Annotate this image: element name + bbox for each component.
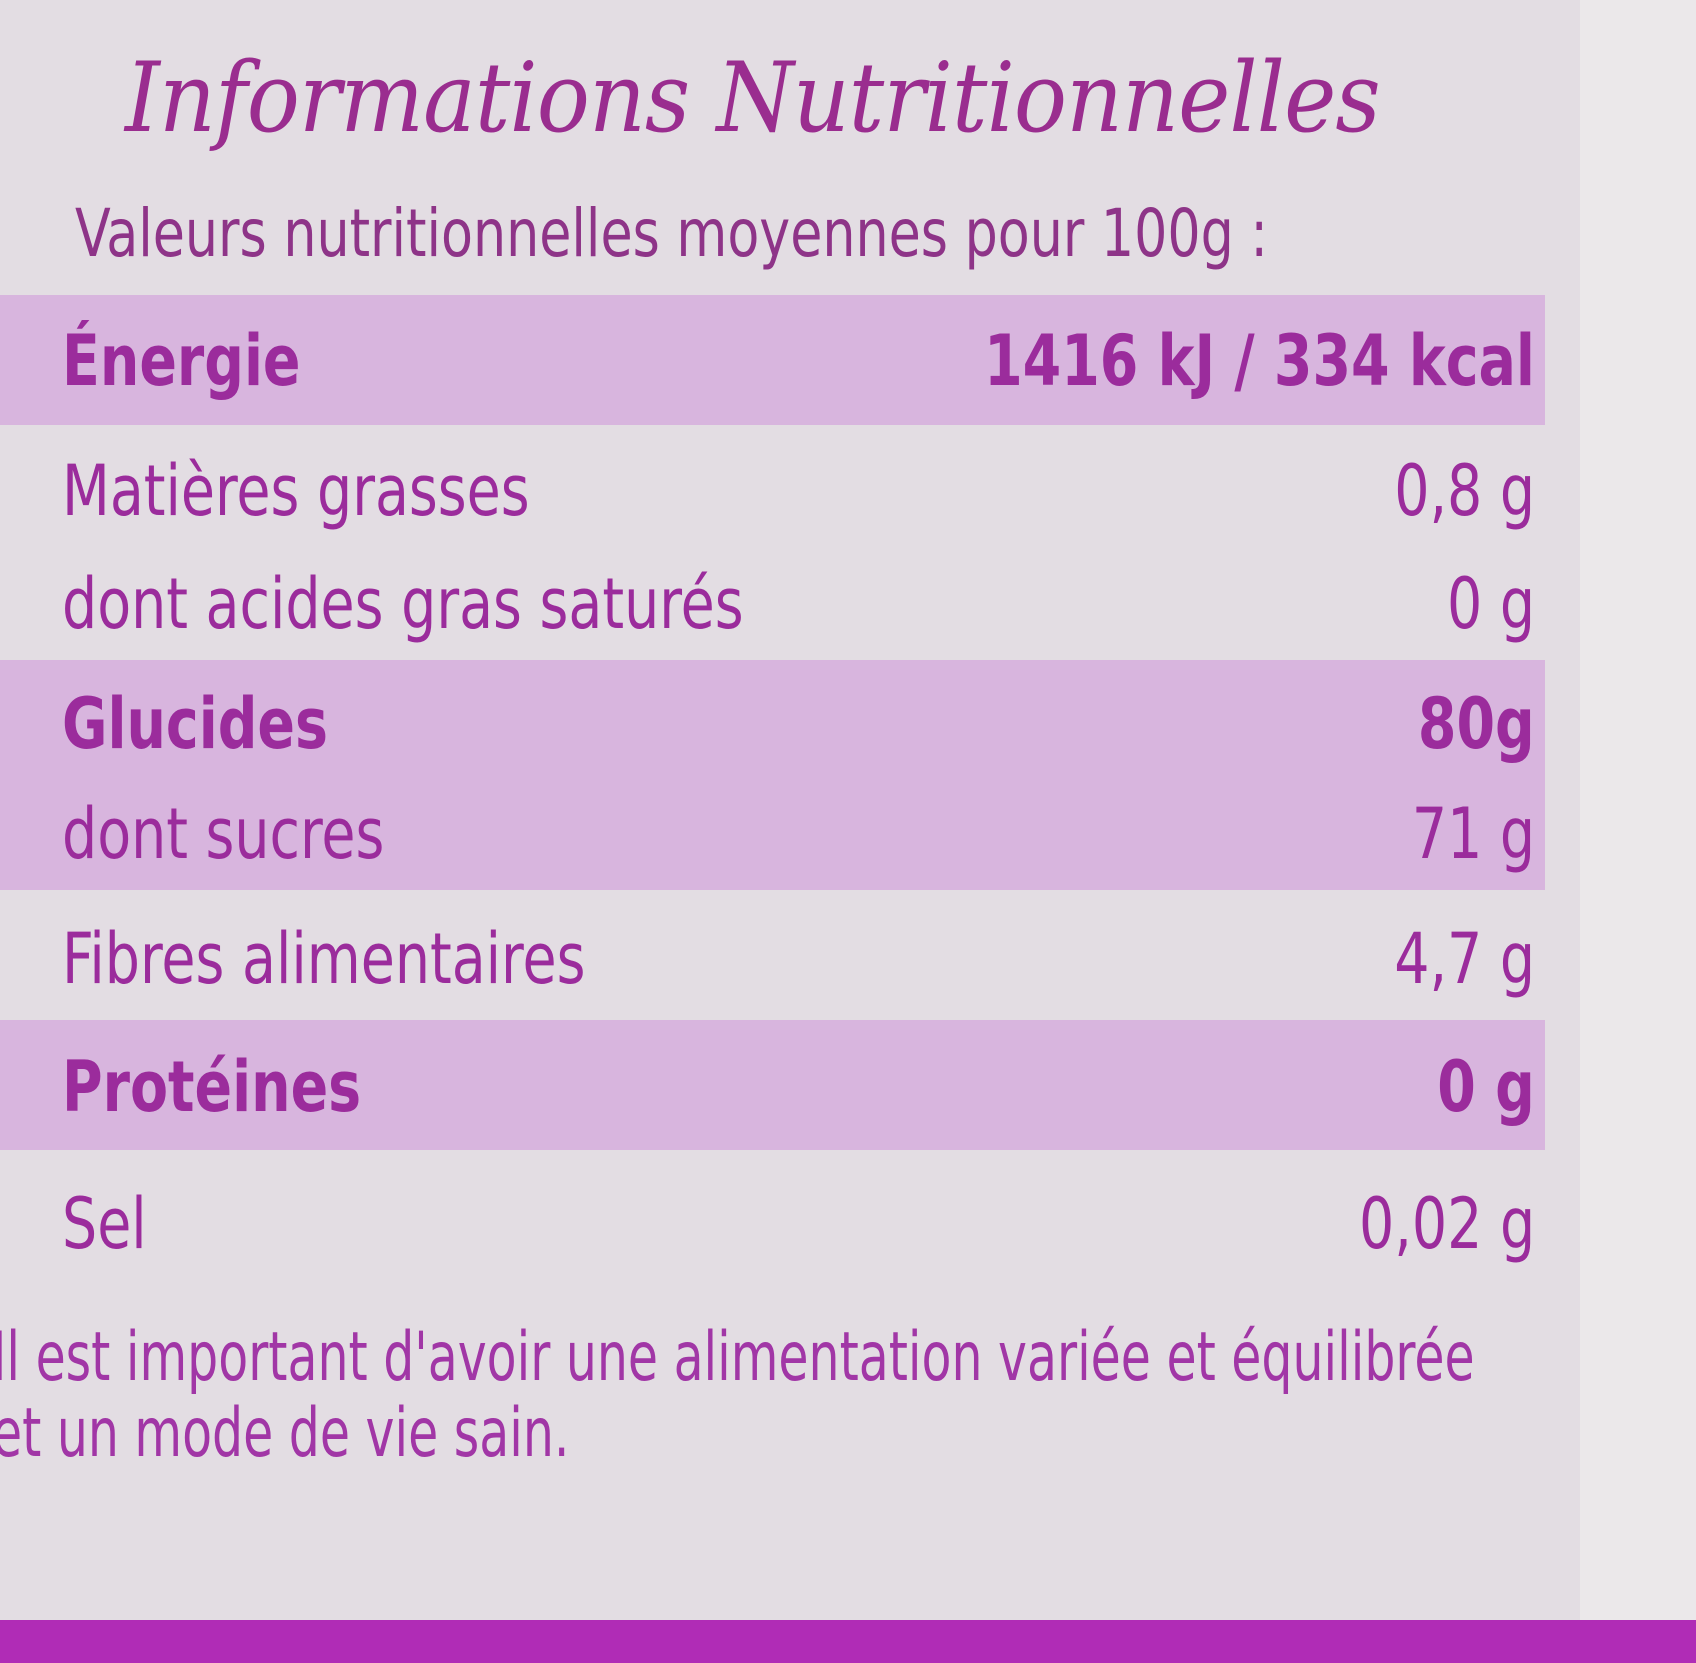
row-value: 71 g (1411, 793, 1535, 875)
row-value: 1416 kJ / 334 kcal (984, 320, 1535, 402)
row-label: Matières grasses (62, 450, 530, 532)
row-value: 0 g (1446, 563, 1535, 645)
band-carbs (0, 660, 1545, 890)
row-label: Protéines (62, 1046, 362, 1128)
row-label: Fibres alimentaires (62, 918, 586, 1000)
table-row: Matières grasses 0,8 g (0, 432, 1545, 547)
package-edge (1580, 0, 1696, 1620)
band-protein (0, 1020, 1545, 1150)
row-label: Énergie (62, 320, 301, 402)
row-label: Sel (62, 1183, 147, 1265)
footer-note: Il est important d'avoir une alimentatio… (0, 1320, 1475, 1472)
table-row: dont acides gras saturés 0 g (0, 545, 1545, 660)
row-label: Glucides (62, 683, 329, 765)
bottom-band (0, 1620, 1696, 1663)
footer-line-1: Il est important d'avoir une alimentatio… (0, 1318, 1475, 1397)
row-value: 0,8 g (1394, 450, 1535, 532)
table-row: dont sucres 71 g (0, 775, 1545, 890)
row-label: dont acides gras saturés (62, 563, 744, 645)
table-row: Glucides 80g (0, 665, 1545, 780)
row-value: 4,7 g (1394, 918, 1535, 1000)
label-subtitle: Valeurs nutritionnelles moyennes pour 10… (75, 195, 1269, 272)
row-label: dont sucres (62, 793, 385, 875)
footer-line-2: et un mode de vie sain. (0, 1394, 570, 1473)
row-value: 0,02 g (1358, 1183, 1535, 1265)
row-value: 80g (1418, 683, 1535, 765)
label-title: Informations Nutritionnelles (125, 42, 1381, 154)
table-row: Protéines 0 g (0, 1028, 1545, 1143)
table-row: Énergie 1416 kJ / 334 kcal (0, 302, 1545, 417)
table-row: Fibres alimentaires 4,7 g (0, 900, 1545, 1015)
row-value: 0 g (1437, 1046, 1535, 1128)
band-energy (0, 295, 1545, 425)
table-row: Sel 0,02 g (0, 1165, 1545, 1280)
